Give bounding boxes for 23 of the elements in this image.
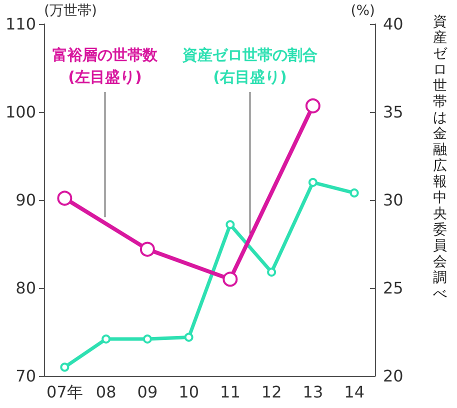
y-tick-label: 110 — [5, 14, 36, 34]
y-tick-label: 90 — [16, 190, 36, 210]
y2-tick-label: 25 — [383, 278, 404, 298]
y2-tick-label: 40 — [383, 14, 404, 34]
x-tick-label: 10 — [178, 382, 199, 402]
x-tick-label: 11 — [220, 382, 240, 402]
x-tick-label: 08 — [96, 382, 116, 402]
y-axis-title: (万世帯) — [44, 3, 97, 19]
x-tick-label: 14 — [344, 382, 364, 402]
y-tick-label: 70 — [16, 366, 36, 386]
y2-tick-label: 30 — [383, 190, 404, 210]
y-tick-label: 100 — [5, 102, 36, 122]
x-tick-label: 13 — [302, 382, 324, 402]
text: 富裕層の世帯数(左目盛り) — [52, 46, 158, 86]
x-tick-label: 09 — [137, 382, 158, 402]
text: 資産ゼロ世帯の割合(右目盛り) — [182, 46, 318, 86]
text: 資産ゼロ世帯は金融広報中央委員会調べ — [433, 14, 447, 302]
y2-tick-label: 35 — [383, 102, 404, 122]
x-tick-label: 12 — [261, 382, 282, 402]
y2-tick-label: 20 — [383, 366, 404, 386]
x-tick-label: 07年 — [46, 382, 83, 402]
y-tick-label: 80 — [16, 278, 36, 298]
y2-axis-title: (%) — [350, 3, 375, 19]
